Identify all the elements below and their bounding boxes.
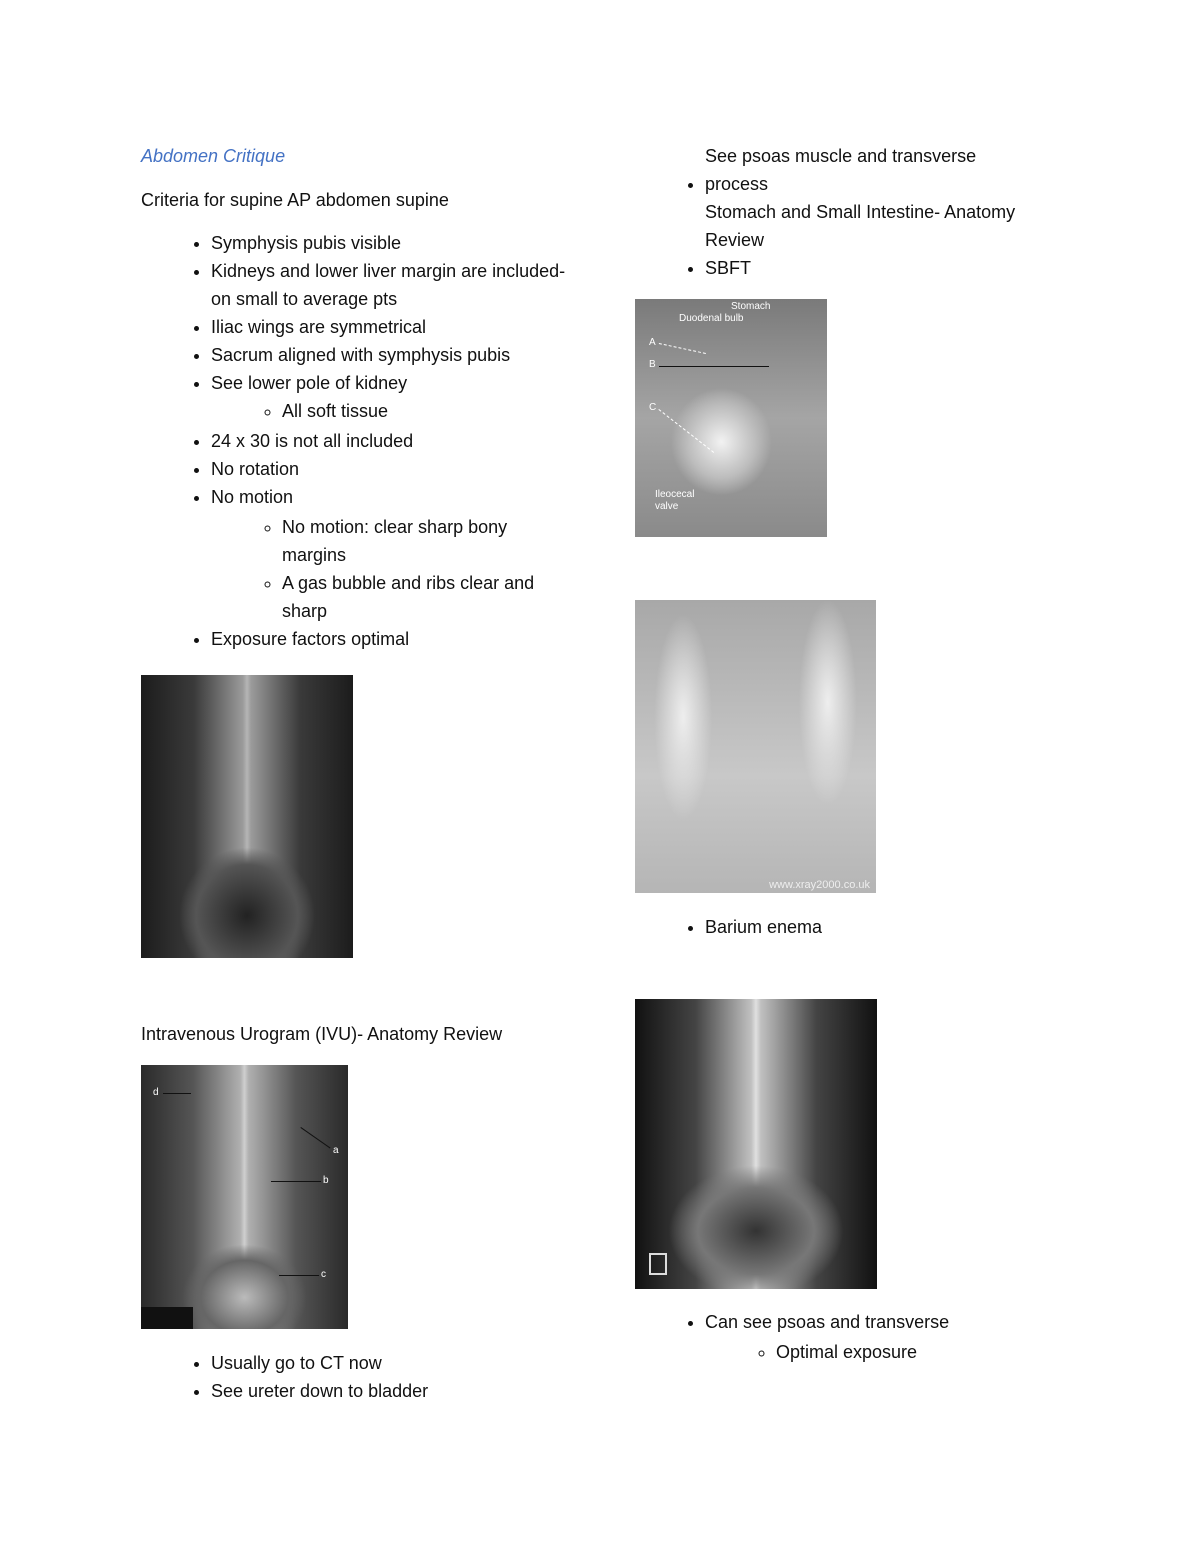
list-item: Usually go to CT now xyxy=(211,1349,571,1377)
image-label: A xyxy=(649,337,656,348)
list-item: No rotation xyxy=(211,455,571,483)
image-label: c xyxy=(321,1269,326,1280)
sub-item: A gas bubble and ribs clear and sharp xyxy=(282,569,562,625)
image-label: b xyxy=(323,1175,329,1186)
list-item: See psoas muscle and transverse process S… xyxy=(705,142,1055,254)
section-heading: Intravenous Urogram (IVU)- Anatomy Revie… xyxy=(141,1024,503,1044)
xray-psoas xyxy=(635,999,877,1289)
item-text: Can see psoas and transverse xyxy=(705,1312,950,1332)
image-label: a xyxy=(333,1145,339,1156)
image-label: Duodenal bulb xyxy=(679,313,744,324)
barium-list: Barium enema xyxy=(635,913,1055,941)
criteria-list: Symphysis pubis visible Kidneys and lowe… xyxy=(141,229,571,653)
list-item: Barium enema xyxy=(705,913,1055,941)
ivu-list: Usually go to CT now See ureter down to … xyxy=(141,1349,571,1405)
list-item: Kidneys and lower liver margin are inclu… xyxy=(211,257,571,313)
sub-item: No motion: clear sharp bony margins xyxy=(282,513,562,569)
sub-item: Optimal exposure xyxy=(776,1338,1055,1366)
image-label: Stomach xyxy=(731,301,771,312)
list-item: Iliac wings are symmetrical xyxy=(211,313,571,341)
right-list: See psoas muscle and transverse process S… xyxy=(635,142,1055,282)
sub-item: All soft tissue xyxy=(282,397,571,425)
subtitle: Criteria for supine AP abdomen supine xyxy=(141,190,449,210)
item-text: Stomach and Small Intestine- Anatomy Rev… xyxy=(705,202,1016,250)
image-label: B xyxy=(649,359,656,370)
list-item: Sacrum aligned with symphysis pubis xyxy=(211,341,571,369)
item-text: See lower pole of kidney xyxy=(211,373,408,393)
item-text: No motion xyxy=(211,487,294,507)
xray-sbft: Stomach Duodenal bulb A B C Ileocecal va… xyxy=(635,299,827,537)
image-label: Ileocecal valve xyxy=(655,489,695,512)
list-item: 24 x 30 is not all included xyxy=(211,427,571,455)
list-item: SBFT xyxy=(705,254,1055,282)
xray-barium: www.xray2000.co.uk xyxy=(635,600,876,893)
list-item: Symphysis pubis visible xyxy=(211,229,571,257)
item-text: See psoas muscle and transverse process xyxy=(705,146,977,194)
final-list: Can see psoas and transverse Optimal exp… xyxy=(635,1308,1055,1366)
xray-abdomen xyxy=(141,675,353,958)
list-item: Can see psoas and transverse Optimal exp… xyxy=(705,1308,1055,1366)
image-label: C xyxy=(649,402,657,413)
list-item: Exposure factors optimal xyxy=(211,625,571,653)
watermark: www.xray2000.co.uk xyxy=(769,879,870,891)
xray-ivu: d a b c xyxy=(141,1065,348,1329)
image-label: d xyxy=(153,1087,159,1098)
list-item: See lower pole of kidney All soft tissue xyxy=(211,369,571,425)
list-item: No motion No motion: clear sharp bony ma… xyxy=(211,483,571,625)
doc-title: Abdomen Critique xyxy=(141,146,286,166)
list-item: See ureter down to bladder xyxy=(211,1377,571,1405)
